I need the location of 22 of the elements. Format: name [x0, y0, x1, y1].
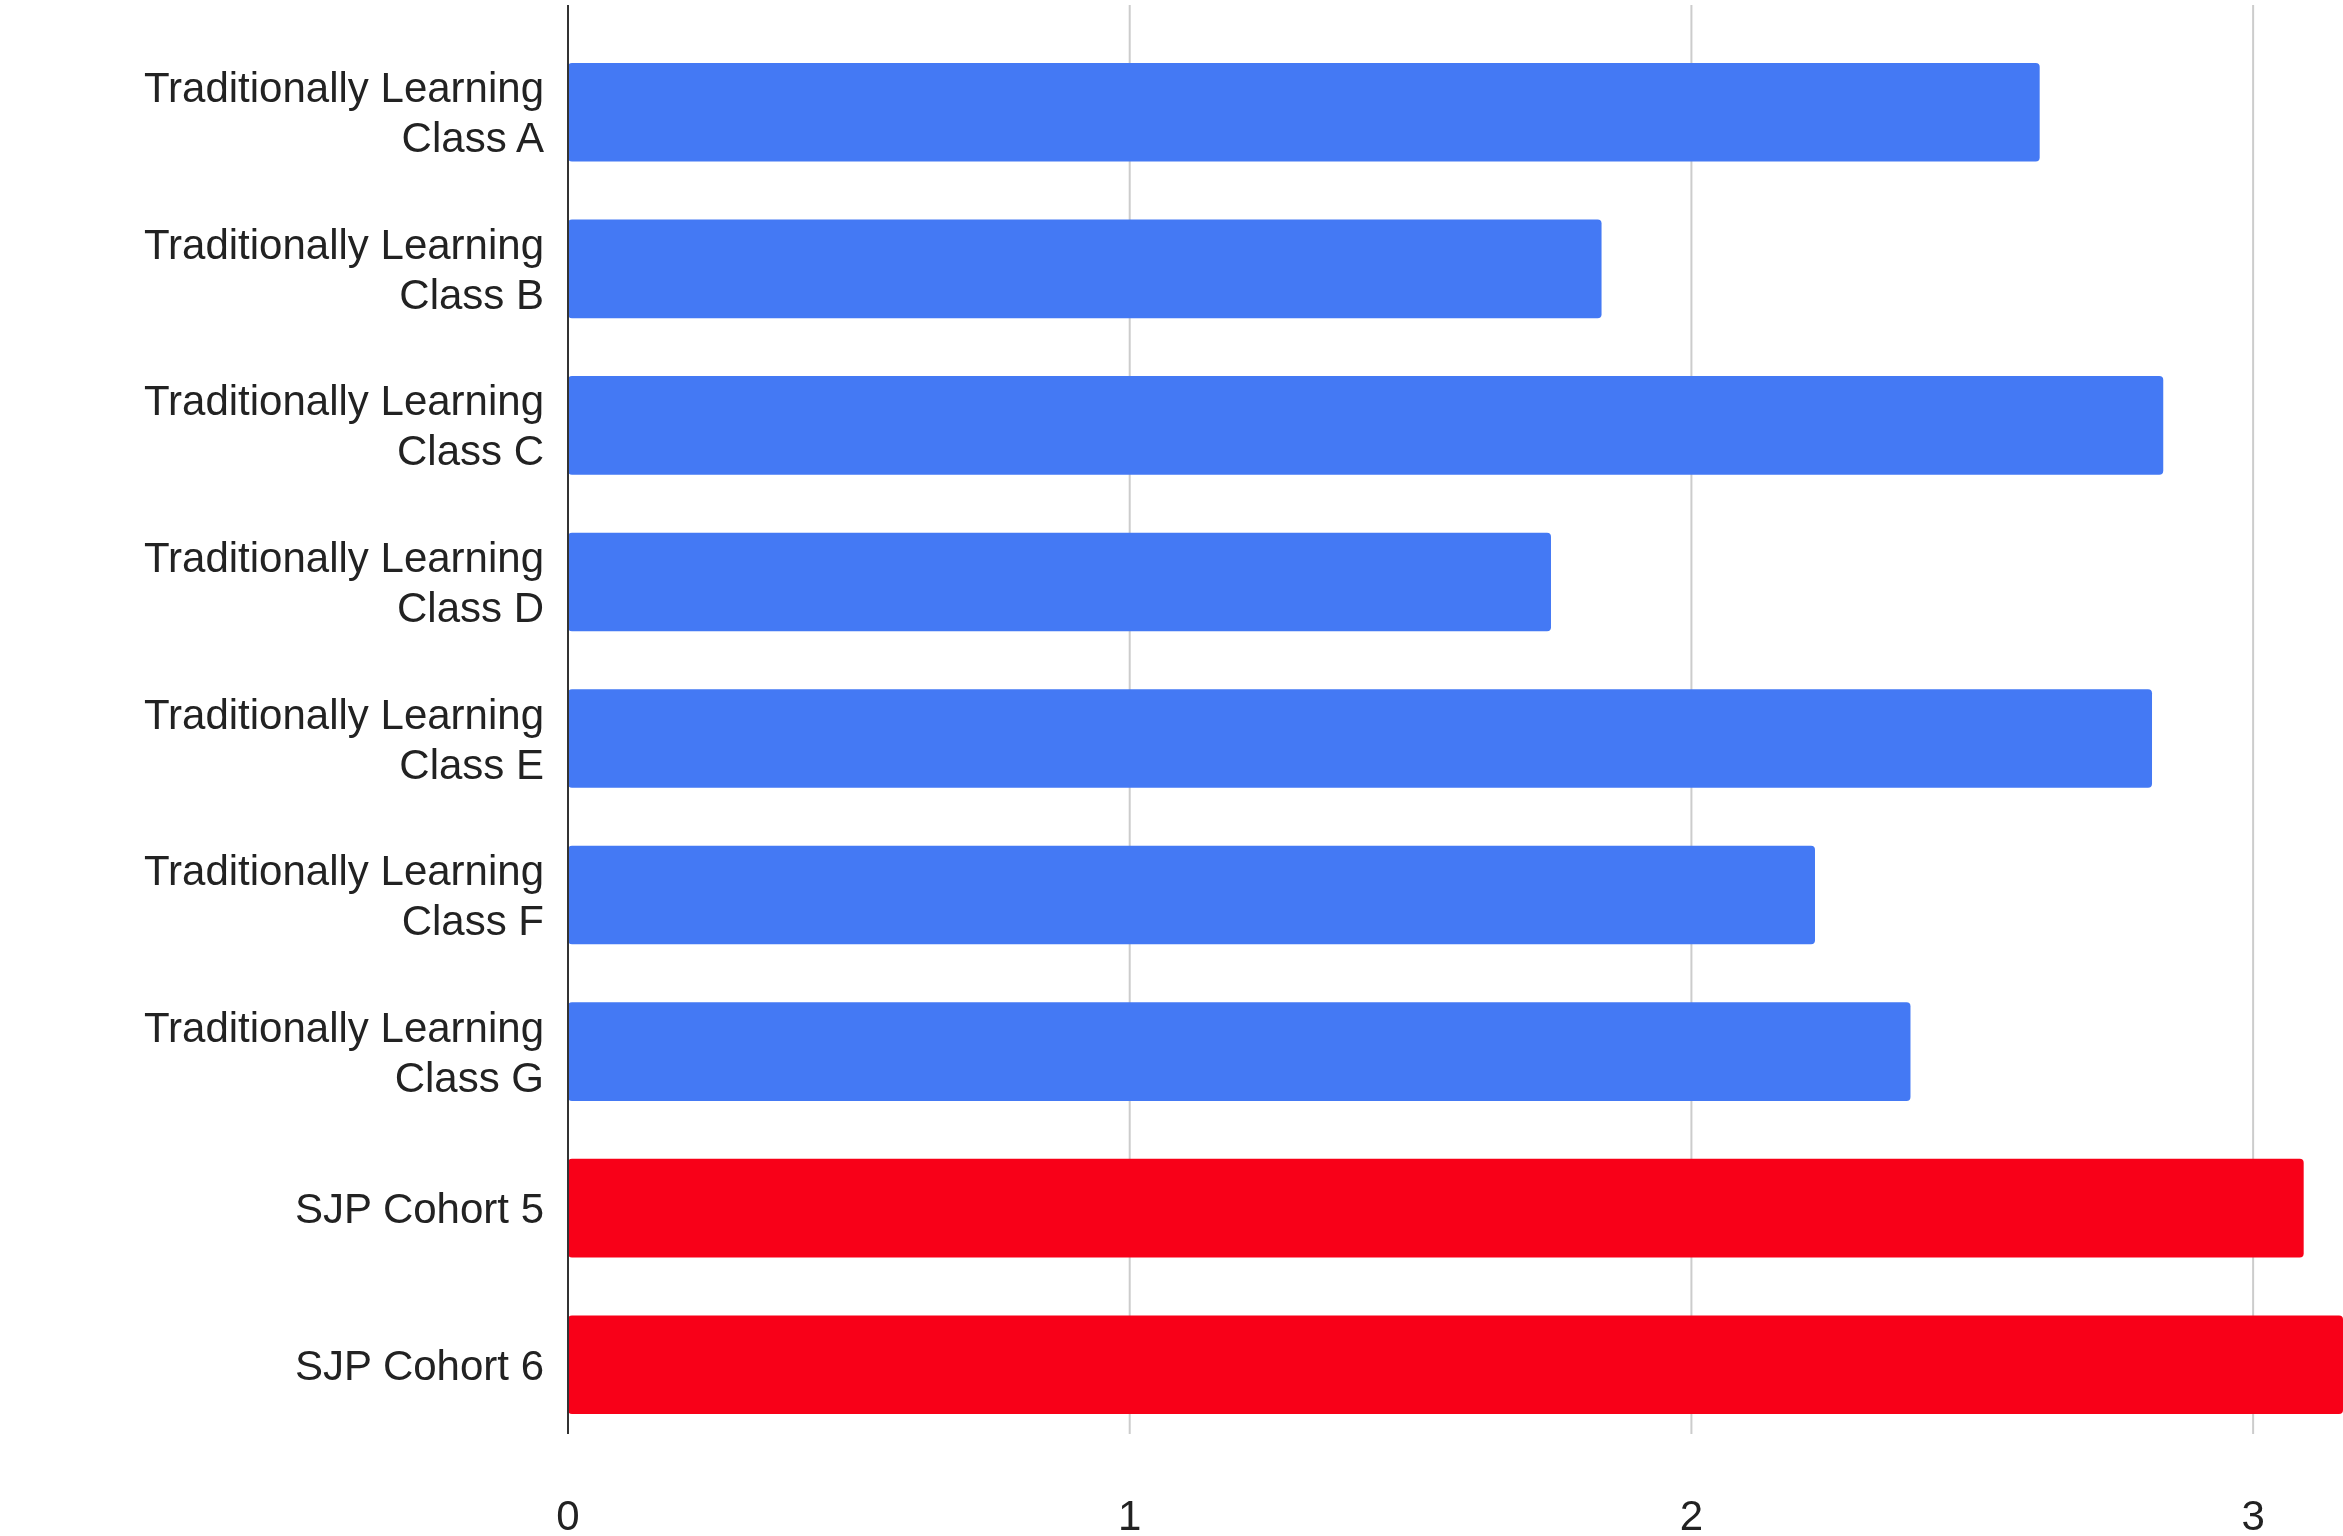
- y-tick-label: SJP Cohort 5: [294, 1185, 544, 1233]
- bar: [568, 1315, 2343, 1415]
- y-tick-label: SJP Cohort 6: [294, 1341, 544, 1389]
- bar: [568, 62, 2040, 162]
- bar: [568, 376, 2164, 475]
- bar: [568, 532, 1551, 632]
- y-tick-label: Traditionally Learning Class A: [143, 64, 544, 162]
- bar: [568, 1158, 2304, 1258]
- x-tick-label: 3: [2241, 1492, 2265, 1536]
- x-tick-label: 0: [556, 1492, 580, 1536]
- bar: [568, 845, 1815, 945]
- y-tick-label: Traditionally Learning Class C: [143, 377, 544, 475]
- x-tick-label: 2: [1679, 1492, 1704, 1536]
- y-tick-label: Traditionally Learning Class B: [143, 220, 544, 318]
- bar: [568, 689, 2153, 788]
- bar: [568, 1002, 1911, 1101]
- y-tick-label: Traditionally Learning Class E: [143, 690, 544, 788]
- y-tick-label: Traditionally Learning Class G: [143, 1003, 544, 1101]
- y-tick-label: Traditionally Learning Class F: [143, 847, 544, 945]
- y-tick-label: Traditionally Learning Class D: [143, 533, 544, 631]
- bar: [568, 219, 1602, 319]
- x-tick-label: 1: [1118, 1492, 1142, 1536]
